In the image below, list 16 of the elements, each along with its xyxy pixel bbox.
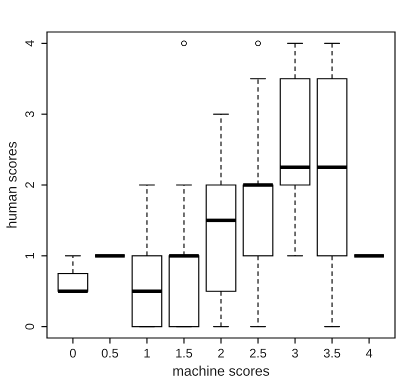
x-tick-label: 1 bbox=[144, 348, 150, 358]
y-axis-title: human scores bbox=[6, 142, 17, 228]
x-tick-label: 0 bbox=[70, 348, 76, 358]
x-tick-label: 3 bbox=[292, 348, 298, 358]
y-tick-label: 1 bbox=[25, 252, 34, 258]
y-tick-label: 0 bbox=[25, 324, 34, 330]
x-tick-label: 3.5 bbox=[324, 348, 340, 358]
x-tick-label: 2.5 bbox=[250, 348, 266, 358]
x-tick-label: 1.5 bbox=[176, 348, 192, 358]
x-tick-label: 2 bbox=[218, 348, 224, 358]
y-tick-label: 2 bbox=[25, 182, 34, 188]
x-tick-label: 0.5 bbox=[102, 348, 118, 358]
x-axis-title: machine scores bbox=[173, 366, 270, 376]
y-tick-label: 4 bbox=[25, 40, 34, 47]
y-tick-label: 3 bbox=[25, 111, 34, 118]
x-tick-label: 4 bbox=[366, 348, 372, 358]
